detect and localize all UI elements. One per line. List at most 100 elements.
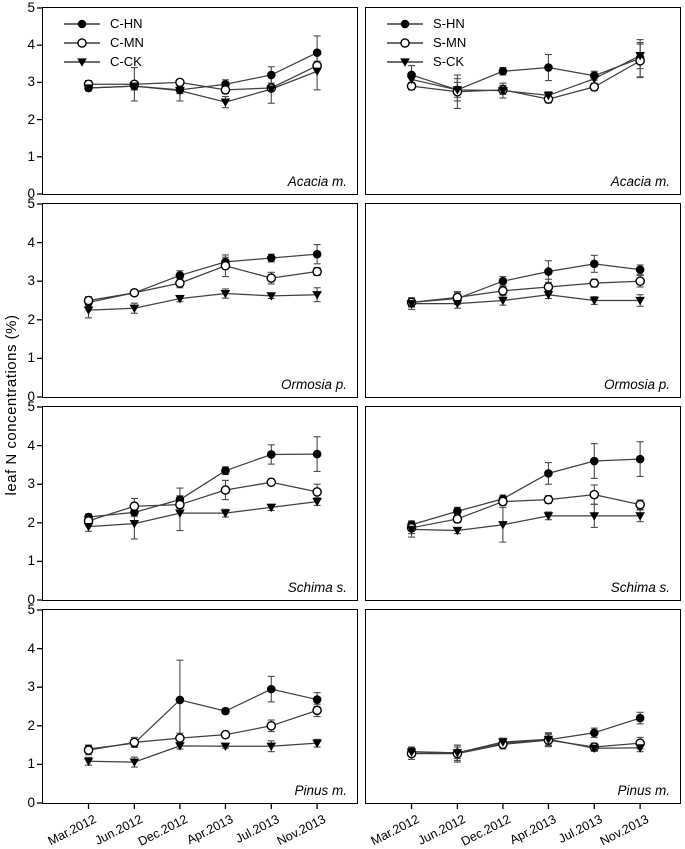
y-tick-label: 5 [27,399,35,414]
filled-triangle-down-marker [129,82,140,91]
open-circle-marker [175,77,185,88]
filled-triangle-down-marker [266,292,277,301]
series-line-s-mn [411,493,641,529]
y-tick-label: 0 [27,186,35,201]
series-line-c-mn [88,709,318,751]
y-tick-label: 4 [27,37,35,53]
filled-triangle-down-marker [312,67,322,77]
open-circle-marker [400,37,410,48]
x-tick-label: Nov.2013 [597,812,651,849]
filled-circle-marker [498,276,508,286]
y-tick-label: 5 [27,0,35,15]
open-circle-marker [589,278,600,288]
panel-schima-control: Schima s. 0 1 2 3 4 5 [27,399,358,607]
series-line-s-hn [411,57,641,91]
species-label: Pinus m. [294,783,347,798]
legend-label: S-MN [433,35,467,50]
open-circle-marker [266,721,277,731]
plot-area [37,203,322,398]
filled-triangle-down-marker [83,84,94,93]
filled-triangle-down-marker [312,497,322,507]
filled-triangle-down-marker [406,75,417,85]
y-tick-label: 3 [27,273,35,289]
legend-label: S-CK [433,54,465,69]
filled-triangle-down-marker [543,735,554,745]
series-line-s-ck [411,738,641,754]
filled-circle-marker [400,19,410,28]
y-tick-label: 2 [27,514,35,530]
filled-circle-marker [77,19,87,28]
panel-schima-understory: Schima s. [365,406,681,601]
filled-circle-marker [266,450,276,459]
legend: S-HN S-MN S-CK [386,16,466,69]
open-circle-marker [220,85,231,95]
open-circle-marker [83,745,94,755]
filled-circle-marker [544,267,553,276]
filled-triangle-down-legend-icon [64,57,100,67]
filled-circle-marker [544,63,553,72]
filled-triangle-down-marker [452,749,463,758]
plot-area [406,254,645,310]
filled-circle-marker [312,48,322,57]
y-tick-label: 4 [27,234,35,250]
open-circle-marker [312,705,322,716]
open-circle-marker [175,278,185,288]
filled-triangle-down-marker [589,512,600,521]
y-tick-label: 2 [27,717,35,733]
filled-circle-marker [312,249,322,259]
x-tick-label: Mar.2012 [46,812,99,849]
filled-triangle-down-marker [635,296,645,306]
x-tick-label: Apr.2013 [184,812,236,848]
x-tick-label: Jun.2012 [92,812,145,848]
filled-triangle-down-marker [635,52,645,61]
filled-circle-marker [635,454,645,464]
series-line-c-mn [88,265,318,302]
filled-circle-marker [266,70,276,80]
filled-triangle-down-marker [498,521,508,530]
filled-triangle-down-marker [312,739,322,748]
filled-triangle-down-marker [406,525,417,535]
y-tick-label: 1 [27,148,35,164]
legend-label: C-HN [110,16,143,31]
filled-triangle-down-marker [220,742,231,752]
y-tick-label: 3 [27,476,35,492]
filled-circle-marker [175,271,185,280]
filled-triangle-down-marker [266,85,277,94]
x-tick-label: Nov.2013 [274,812,328,849]
x-tick-label: Dec.2012 [136,812,191,849]
open-circle-marker [175,499,185,510]
y-tick-label: 1 [27,553,35,569]
filled-triangle-down-marker [406,299,417,309]
species-label: Acacia m. [610,174,670,189]
legend-label: S-HN [433,16,465,31]
filled-triangle-down-marker [406,748,417,757]
species-label: Schima s. [287,580,347,595]
x-tick-label: Jun.2012 [415,812,468,848]
filled-triangle-down-marker [452,86,463,95]
panel-acacia-control: C-HN C-MN C-CK Acacia m. 0 1 2 3 4 5 [27,0,358,201]
series-line-c-ck [88,500,318,528]
species-label: Schima s. [610,580,670,595]
filled-triangle-down-marker [129,304,140,314]
panel-acacia-understory: S-HN S-MN S-CK Acacia m. [365,7,681,195]
filled-triangle-down-marker [175,742,185,751]
series-line-s-hn [411,458,641,526]
open-circle-marker [498,496,508,507]
filled-triangle-down-marker [175,86,185,96]
y-tick-label: 4 [27,437,35,453]
filled-circle-marker [589,456,599,466]
series-line-c-ck [88,742,318,763]
filled-triangle-down-marker [220,509,231,518]
series-line-s-hn [411,263,641,304]
filled-triangle-down-legend-icon [387,57,423,67]
filled-circle-legend-icon [387,19,423,28]
filled-circle-marker [266,684,276,694]
species-label: Ormosia p. [280,377,347,392]
open-circle-marker [129,737,140,748]
filled-circle-marker [589,259,599,269]
filled-circle-marker [635,713,645,723]
legend-item: S-MN [386,35,466,50]
series-line-c-hn [88,453,318,518]
series-line-c-mn [88,65,318,91]
